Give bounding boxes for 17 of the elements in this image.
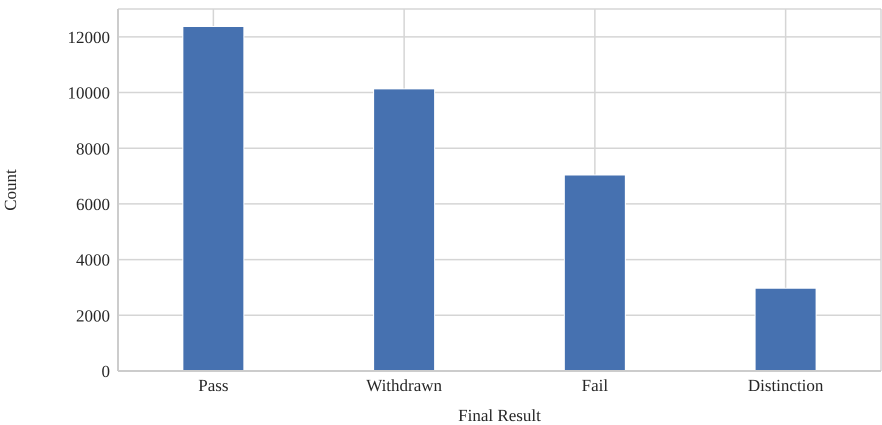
x-tick-label: Distinction: [748, 376, 824, 396]
x-tick-label: Fail: [582, 376, 608, 396]
bar: [182, 26, 244, 371]
bar: [754, 288, 817, 371]
y-tick-label: 8000: [76, 139, 110, 158]
y-tick-label: 0: [102, 362, 110, 382]
bar: [373, 88, 436, 371]
bar: [564, 174, 626, 371]
x-tick-label: Pass: [198, 376, 228, 396]
y-tick-label: 4000: [76, 250, 110, 270]
x-axis-title: Final Result: [458, 406, 542, 425]
y-tick-label: 6000: [76, 194, 110, 214]
y-tick-label: 10000: [68, 84, 110, 103]
y-tick-label: 2000: [76, 306, 110, 326]
y-axis-title: Count: [1, 168, 20, 211]
y-tick-label: 12000: [68, 28, 110, 47]
x-tick-label: Withdrawn: [366, 376, 443, 396]
